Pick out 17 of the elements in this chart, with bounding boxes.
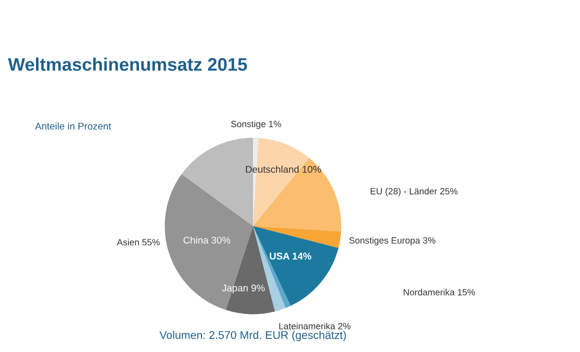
- slice-label: Sonstige 1%: [231, 120, 282, 129]
- pie-slice: [253, 226, 291, 308]
- text: Nordamerika 15%: [404, 288, 475, 296]
- text: EU (28) - Länder 25%: [370, 188, 458, 196]
- pie-slice: [253, 226, 342, 248]
- pie-slice: [253, 226, 338, 306]
- pie-slice: [164, 174, 253, 310]
- slice-label: USA 14%: [270, 252, 312, 260]
- slice-label: Japan 9%: [222, 284, 265, 294]
- chart-title: Weltmaschinenumsatz 2015: [8, 58, 248, 71]
- slice-label: Lateinamerika 2%: [279, 322, 351, 330]
- text: Asien 55%: [116, 238, 160, 246]
- slice-label: Deutschland 10%: [246, 166, 322, 173]
- slice-label: China 30%: [184, 236, 230, 244]
- text: Anteile in Prozent: [35, 122, 112, 130]
- text: Volumen: 2.570 Mrd. EUR (geschätzt): [159, 330, 346, 342]
- slice-label: Sonstiges Europa 3%: [349, 236, 436, 246]
